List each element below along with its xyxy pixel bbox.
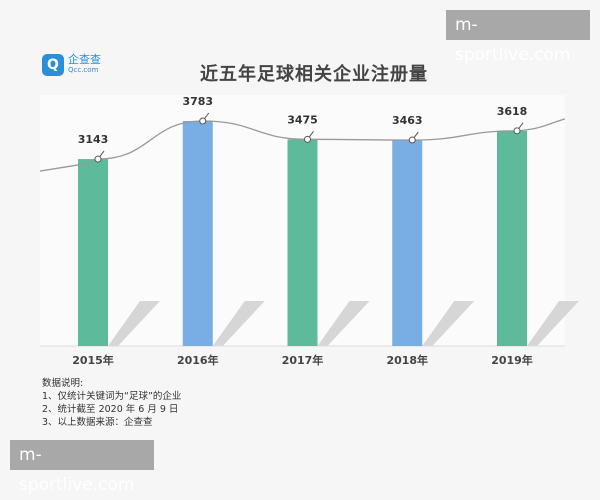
bar-2016年 (182, 121, 213, 347)
note-line: 1、仅统计关键词为“足球”的企业 (42, 391, 182, 402)
data-notes: 数据说明: 1、仅统计关键词为“足球”的企业 2、统计截至 2020 年 6 月… (42, 377, 181, 429)
data-label: 3618 (497, 105, 528, 118)
trend-point (408, 136, 416, 144)
bar-2018年 (392, 140, 423, 346)
x-tick-label: 2019年 (491, 353, 533, 367)
x-tick-label: 2016年 (177, 353, 219, 367)
bar-2017年 (287, 139, 318, 346)
bar-2019年 (497, 130, 527, 346)
bar-shadow (317, 301, 370, 346)
chart-title: 近五年足球相关企业注册量 (200, 64, 428, 85)
note-line: 3、以上数据来源：企查查 (42, 417, 153, 428)
logo-text-en: Qcc.com (68, 66, 99, 74)
x-tick-label: 2015年 (72, 353, 114, 367)
data-label: 3783 (182, 95, 213, 108)
note-line: 2、统计截至 2020 年 6 月 9 日 (42, 404, 179, 415)
trend-point (304, 135, 311, 143)
data-label: 3475 (287, 113, 318, 126)
watermark-bottom: m-sportlive.com (10, 440, 154, 495)
bar-shadow (527, 301, 579, 346)
logo-text-cn: 企查查 (68, 53, 101, 66)
notes-heading: 数据说明: (42, 378, 84, 389)
bar-shadow (422, 301, 475, 346)
data-label: 3143 (78, 133, 109, 146)
trend-point (199, 117, 207, 125)
bar-2015年 (78, 159, 108, 346)
bar-chart: 3143 2015年 3783 2016年 3475 2017年 3463 2018年 3618… (39, 95, 579, 367)
bar-shadow (212, 301, 265, 346)
trend-point (513, 127, 521, 135)
watermark-top: m-sportlive.com (446, 10, 590, 65)
x-tick-label: 2017年 (282, 353, 324, 367)
bar-shadow (108, 301, 160, 346)
trend-point (94, 155, 102, 163)
logo-icon: Q (42, 54, 64, 76)
x-tick-label: 2018年 (386, 353, 428, 367)
qcc-logo: Q 企查查 Qcc.com (42, 54, 101, 76)
data-label: 3463 (392, 114, 423, 127)
